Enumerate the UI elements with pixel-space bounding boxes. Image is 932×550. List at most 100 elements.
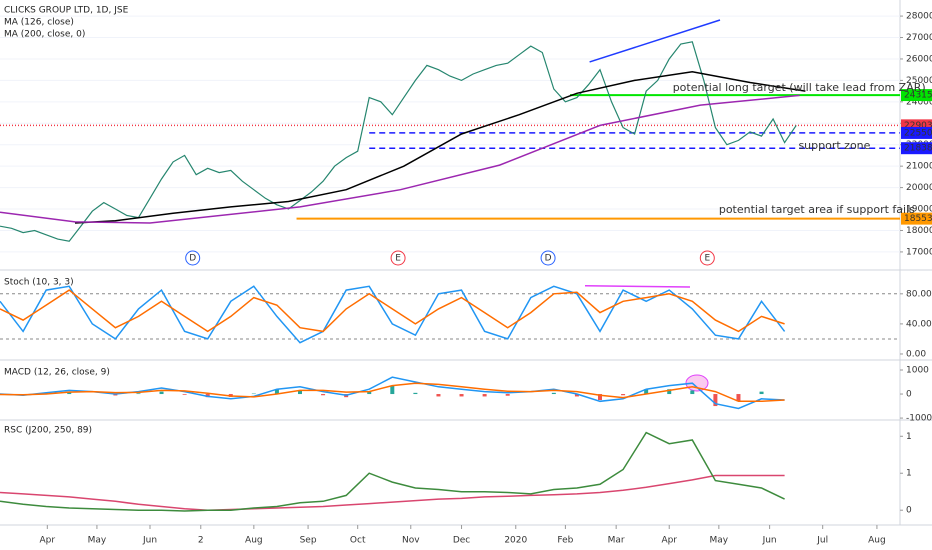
price-label: 21838 (904, 144, 932, 154)
y-tick-label: 1000 (906, 366, 929, 376)
x-tick-label: Dec (453, 536, 470, 546)
y-tick-label: 26000 (906, 54, 932, 64)
histogram-bar (136, 393, 141, 395)
y-tick-label: 1 (906, 432, 912, 442)
histogram-bar (205, 394, 210, 398)
event-marker (540, 250, 556, 266)
trend-line (584, 285, 691, 288)
trend-line (589, 19, 721, 63)
histogram-bar (459, 394, 464, 397)
series-line (0, 41, 797, 242)
y-tick-label: 19000 (906, 205, 932, 215)
histogram-bar (67, 392, 72, 395)
x-tick-label: Aug (868, 536, 886, 546)
histogram-bar (667, 389, 672, 395)
y-tick-label: 21000 (906, 162, 932, 172)
y-tick-label: 28000 (906, 12, 932, 22)
x-tick-label: 2 (198, 536, 204, 546)
x-tick-label: May (88, 536, 107, 546)
x-tick-label: May (710, 536, 729, 546)
series-line (0, 474, 785, 511)
y-tick-label: 40.00 (906, 319, 932, 329)
histogram-bar (644, 389, 649, 395)
histogram-bar (413, 392, 418, 395)
panel-title: RSC (J200, 250, 89) (4, 426, 92, 436)
legend-entry: MA (126, close) (4, 18, 74, 28)
histogram-bar (574, 394, 579, 397)
histogram-bar (482, 394, 487, 397)
histogram-bar (598, 394, 602, 401)
histogram-bar (690, 390, 695, 395)
y-tick-label: 1 (906, 469, 912, 479)
event-marker (390, 250, 406, 266)
y-tick-label: 24000 (906, 97, 932, 107)
histogram-bar (298, 390, 302, 395)
x-tick-label: Apr (40, 536, 56, 546)
event-label: D (545, 254, 552, 264)
event-marker (185, 250, 201, 266)
y-tick-label: 0 (906, 506, 912, 516)
histogram-bar (436, 394, 441, 397)
x-tick-label: Jul (816, 536, 828, 546)
event-label: E (395, 254, 401, 264)
annotation: support zone (798, 139, 870, 152)
histogram-bar (390, 385, 395, 395)
series-line (0, 431, 785, 512)
y-tick-label: -1000 (906, 414, 932, 424)
event-label: E (704, 254, 710, 264)
series-line (0, 382, 785, 403)
y-tick-label: 0 (906, 390, 912, 400)
histogram-bar (551, 392, 556, 395)
price-label-box (901, 212, 932, 225)
legend-entry: MA (200, close, 0) (4, 30, 85, 40)
x-tick-label: Jun (142, 536, 157, 546)
price-label: 18553 (904, 214, 932, 224)
histogram-bar (182, 394, 187, 395)
histogram-bar (159, 391, 164, 395)
y-tick-label: 25000 (906, 76, 932, 86)
histogram-bar (505, 394, 510, 396)
histogram-bar (321, 394, 326, 396)
x-tick-label: 2020 (504, 536, 527, 546)
annotation: potential long target (will take lead fr… (673, 81, 926, 94)
y-tick-label: 0.00 (906, 349, 926, 359)
event-label: D (189, 254, 196, 264)
histogram-bar (713, 394, 718, 407)
y-tick-label: 27000 (906, 33, 932, 43)
x-tick-label: Mar (608, 536, 625, 546)
price-label: 22550 (904, 128, 932, 138)
x-tick-label: Oct (350, 536, 366, 546)
panel-title: CLICKS GROUP LTD, 1D, JSE (4, 6, 129, 16)
series-line (0, 94, 800, 224)
x-tick-label: Aug (245, 536, 263, 546)
histogram-bar (736, 394, 741, 402)
x-tick-label: Sep (300, 536, 317, 546)
series-line (0, 285, 786, 344)
event-marker (699, 250, 715, 266)
x-tick-label: Feb (557, 536, 573, 546)
x-tick-label: Apr (661, 536, 677, 546)
series-line (0, 289, 785, 333)
series-line (74, 71, 806, 224)
x-tick-label: Nov (402, 536, 420, 546)
y-tick-label: 80.00 (906, 289, 932, 299)
y-tick-label: 18000 (906, 226, 932, 236)
histogram-bar (621, 394, 626, 396)
histogram-bar (113, 394, 118, 396)
histogram-bar (759, 391, 764, 395)
panel-title: MACD (12, 26, close, 9) (4, 368, 110, 378)
price-label: 22903 (904, 121, 932, 131)
price-label: 24315 (904, 91, 932, 101)
y-tick-label: 17000 (906, 247, 932, 257)
price-label-box (901, 89, 932, 102)
annotation: potential target area if support fails (719, 203, 915, 216)
histogram-bar (274, 389, 279, 395)
price-label-box (901, 126, 932, 139)
y-tick-label: 20000 (906, 183, 932, 193)
panel-title: Stoch (10, 3, 3) (4, 278, 74, 288)
x-tick-label: Jun (762, 536, 777, 546)
histogram-bar (367, 391, 372, 395)
price-label-box (901, 142, 932, 155)
